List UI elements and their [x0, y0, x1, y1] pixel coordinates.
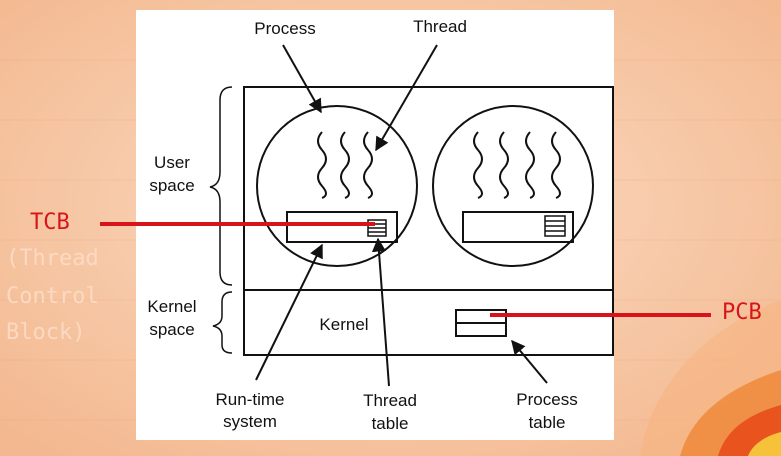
process-table: [455, 309, 507, 337]
tcb-label: TCB: [30, 210, 70, 235]
process-circle-2: [432, 105, 594, 267]
thread-squiggles-1: [317, 131, 373, 199]
process-table-label-line1: Process: [516, 390, 578, 409]
thread-table-label-line2: table: [371, 414, 409, 433]
thread-table-2: [544, 215, 566, 237]
process-circle-1: [256, 105, 418, 267]
machine-box: [243, 86, 614, 356]
runtime-arrow: [255, 243, 323, 381]
user-space-label-line1: User: [154, 153, 190, 172]
tcb-note-line1: (Thread: [6, 246, 99, 271]
corner-swirl-decoration: [640, 300, 781, 456]
process-label: Process: [254, 19, 316, 38]
thread-squiggles-2: [473, 131, 561, 199]
tcb-note-line3: Block): [6, 320, 86, 345]
process-arrow: [282, 44, 322, 114]
process-table-arrow: [511, 339, 548, 384]
pcb-label: PCB: [722, 300, 762, 325]
thread-table-label-line1: Thread: [363, 391, 417, 410]
runtime-system-label-line1: Run-time: [215, 390, 285, 409]
runtime-system-box-2: [462, 211, 574, 243]
runtime-system-box: [286, 211, 398, 243]
thread-label: Thread: [413, 17, 467, 36]
runtime-system-label-line2: system: [223, 412, 277, 431]
process-table-label-line2: table: [528, 413, 566, 432]
kernel-label: Kernel: [319, 315, 369, 334]
tcb-note-line2: Control: [6, 284, 99, 309]
kernel-space-brace: [212, 291, 233, 354]
user-space-label-line2: space: [149, 176, 195, 195]
thread-table-arrow: [371, 237, 390, 387]
kernel-space-label-line1: Kernel: [147, 297, 197, 316]
thread-arrow: [375, 44, 438, 152]
user-space-brace: [209, 86, 233, 286]
kernel-space-label-line2: space: [149, 320, 195, 339]
